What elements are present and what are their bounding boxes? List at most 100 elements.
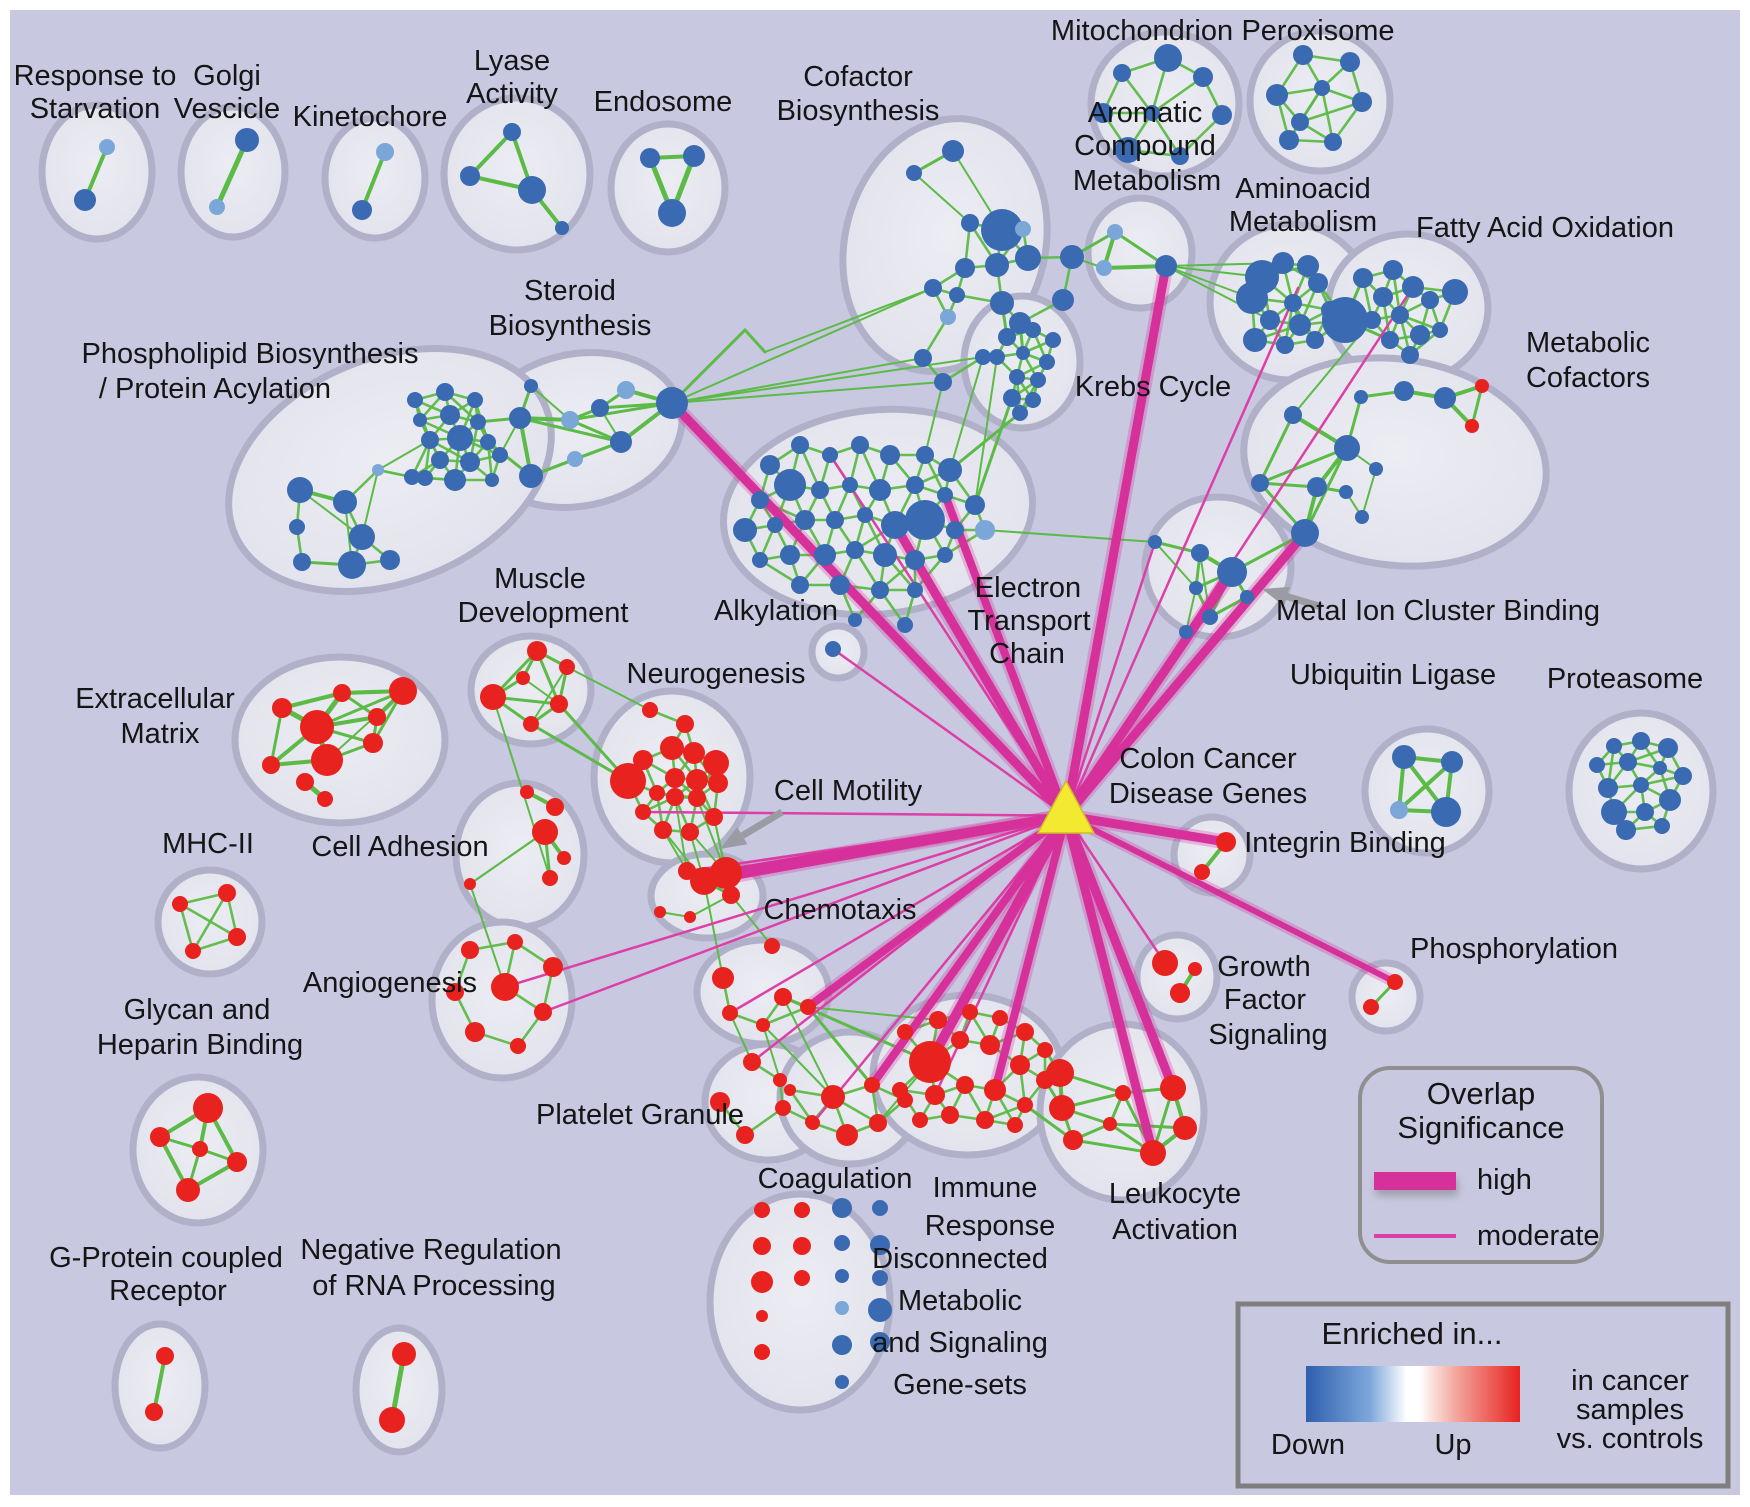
gene-set-node bbox=[914, 349, 932, 367]
gene-set-node bbox=[296, 773, 314, 791]
cluster-endosome-ellipse bbox=[607, 120, 729, 256]
cluster-muscle-development-label: Muscle bbox=[494, 563, 586, 595]
gene-set-node bbox=[1307, 477, 1327, 497]
gene-set-node bbox=[821, 1085, 845, 1109]
gene-set-node bbox=[1212, 105, 1232, 125]
gene-set-node bbox=[710, 857, 742, 889]
gene-set-node bbox=[1266, 84, 1288, 106]
edge bbox=[868, 811, 1070, 1089]
gene-set-node bbox=[338, 551, 366, 579]
edge bbox=[924, 381, 944, 456]
gene-set-node bbox=[460, 166, 480, 186]
gene-set-node bbox=[376, 143, 394, 161]
gene-set-node bbox=[872, 1270, 888, 1286]
legend-overlap-title: Significance bbox=[1397, 1110, 1564, 1145]
gene-set-node bbox=[940, 309, 956, 325]
cluster-disconnected-metabolic-and-signaling-gene-sets-ellipse bbox=[706, 1190, 894, 1414]
edge bbox=[360, 150, 387, 212]
gene-set-node bbox=[795, 510, 815, 530]
cluster-leukocyte-activation-nodes bbox=[1046, 1059, 1197, 1166]
cluster-disconnected-metabolic-and-signaling-gene-sets-label: Gene-sets bbox=[893, 1369, 1027, 1401]
gene-set-node bbox=[1369, 462, 1383, 476]
gene-set-node bbox=[559, 659, 575, 675]
edge bbox=[925, 810, 1071, 1067]
gene-set-node bbox=[1251, 474, 1269, 492]
gene-set-node bbox=[938, 458, 962, 482]
gene-set-node bbox=[981, 209, 1023, 251]
gene-set-node bbox=[1293, 45, 1313, 65]
gene-set-node bbox=[848, 613, 862, 627]
edge bbox=[1258, 413, 1295, 485]
gene-set-node bbox=[1025, 392, 1041, 408]
gene-set-node bbox=[683, 742, 705, 764]
edge bbox=[890, 520, 1071, 821]
gene-set-node bbox=[660, 736, 684, 760]
gene-set-node bbox=[610, 431, 632, 453]
edge bbox=[530, 666, 568, 725]
edge bbox=[743, 328, 767, 354]
edge bbox=[728, 814, 1068, 1015]
gene-set-node bbox=[754, 1202, 770, 1218]
gene-set-node bbox=[989, 349, 1005, 365]
cluster-peroxisome-label: Peroxisome bbox=[1241, 15, 1394, 47]
cluster-steroid-biosynthesis-label: Biosynthesis bbox=[489, 310, 652, 342]
cluster-alkylation-label: Alkylation bbox=[714, 595, 838, 627]
gene-set-node bbox=[658, 199, 686, 227]
cluster-neurogenesis-label: Neurogenesis bbox=[627, 658, 806, 690]
edge bbox=[670, 328, 747, 405]
cluster-kinetochore-nodes bbox=[352, 143, 394, 220]
edge bbox=[1258, 446, 1349, 485]
cluster-golgi-vescicle-nodes bbox=[209, 128, 259, 215]
gene-set-node bbox=[985, 253, 1009, 277]
cluster-golgi-vescicle-label: Golgi bbox=[193, 60, 261, 92]
cluster-negative-regulation-of-rna-processing-label: of RNA Processing bbox=[312, 1270, 555, 1302]
gene-set-node bbox=[532, 819, 558, 845]
gene-set-node bbox=[1633, 777, 1649, 793]
gene-set-node bbox=[924, 279, 942, 297]
gene-set-node bbox=[780, 545, 800, 565]
gene-set-node bbox=[317, 791, 333, 807]
gene-set-node bbox=[1037, 1042, 1053, 1058]
gene-set-node bbox=[868, 1298, 892, 1322]
gene-set-node bbox=[543, 957, 563, 977]
gene-set-node bbox=[681, 823, 699, 841]
cluster-aminoacid-metabolism-nodes bbox=[1236, 252, 1368, 354]
cluster-cofactor-biosynthesis-label: Cofactor bbox=[803, 61, 913, 93]
gene-set-node bbox=[1009, 369, 1025, 385]
gene-set-node bbox=[389, 677, 417, 705]
gene-set-node bbox=[666, 788, 684, 806]
edge bbox=[1150, 75, 1205, 115]
gene-set-node bbox=[842, 477, 858, 493]
cluster-cell-adhesion-label: Cell Adhesion bbox=[311, 831, 488, 863]
cluster-disconnected-metabolic-and-signaling-gene-sets-label: and Signaling bbox=[872, 1327, 1048, 1359]
cluster-aromatic-compound-metabolism-label: Metabolism bbox=[1073, 165, 1221, 197]
gene-set-node bbox=[1017, 1097, 1033, 1113]
gene-set-node bbox=[846, 541, 864, 559]
gene-set-node bbox=[688, 789, 706, 807]
gene-set-node bbox=[992, 1010, 1008, 1026]
gene-set-node bbox=[937, 547, 953, 563]
edge bbox=[1061, 261, 1171, 821]
gene-set-node bbox=[519, 464, 543, 488]
legend-note: samples bbox=[1576, 1394, 1684, 1426]
cluster-cell-motility-nodes bbox=[654, 857, 742, 923]
gene-set-node bbox=[1632, 732, 1650, 750]
legend-enriched-title: Enriched in... bbox=[1322, 1316, 1503, 1351]
gene-set-node bbox=[912, 1112, 928, 1128]
gene-set-node bbox=[1049, 1095, 1075, 1121]
gene-set-node bbox=[1039, 354, 1055, 370]
edge bbox=[1064, 286, 1300, 817]
disease-hub-label: Colon Cancer bbox=[1119, 743, 1297, 775]
gene-set-node bbox=[736, 1126, 754, 1144]
gene-set-node bbox=[916, 446, 934, 464]
gene-set-node bbox=[830, 575, 850, 595]
edge bbox=[469, 831, 546, 885]
cluster-extracellular-matrix-nodes bbox=[262, 677, 417, 807]
gene-set-node bbox=[1096, 260, 1112, 276]
cluster-muscle-development-label: Development bbox=[458, 597, 629, 629]
gene-set-node bbox=[1217, 557, 1247, 587]
cluster-g-protein-coupled-receptor-nodes bbox=[145, 1347, 174, 1421]
gene-set-node bbox=[436, 383, 454, 401]
gene-set-node bbox=[380, 550, 400, 570]
